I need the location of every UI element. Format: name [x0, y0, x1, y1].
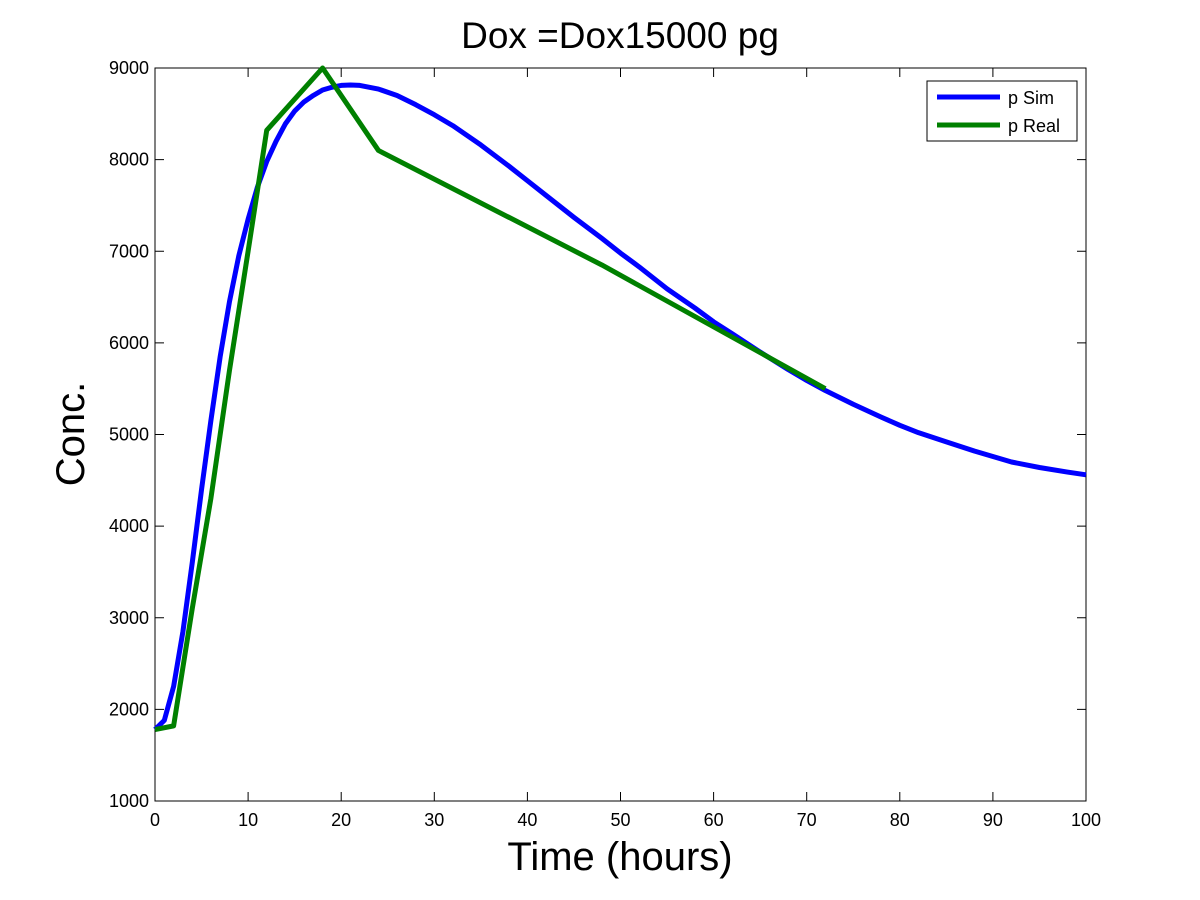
legend-box: [926, 80, 1078, 142]
y-axis-label: Conc.: [49, 382, 93, 487]
x-tick-label: 20: [331, 810, 351, 830]
y-tick-label: 3000: [109, 608, 149, 628]
x-tick-label: 30: [424, 810, 444, 830]
x-tick-label: 0: [150, 810, 160, 830]
y-tick-label: 8000: [109, 150, 149, 170]
y-tick-label: 9000: [109, 58, 149, 78]
x-axis-ticks: 0 10 20 30 40 50 60 70 80 90 100: [150, 68, 1101, 830]
x-tick-label: 80: [890, 810, 910, 830]
y-tick-label: 6000: [109, 333, 149, 353]
legend: p Sim p Real: [926, 80, 1078, 142]
plot-frame: [154, 67, 1087, 802]
series-line-p-real: [154, 65, 827, 732]
x-axis-label: Time (hours): [507, 835, 732, 879]
legend-label-p-real: p Real: [1008, 116, 1060, 136]
y-tick-label: 1000: [109, 791, 149, 811]
x-tick-label: 90: [983, 810, 1003, 830]
x-tick-label: 40: [517, 810, 537, 830]
y-tick-label: 4000: [109, 516, 149, 536]
y-tick-label: 7000: [109, 241, 149, 261]
plot-area: 0 10 20 30 40 50 60 70 80 90 100 1000 2000 3000 4000 5…: [109, 58, 1101, 830]
y-axis-ticks: 1000 2000 3000 4000 5000 6000 7000 8000 9000: [109, 58, 1086, 811]
x-tick-label: 70: [797, 810, 817, 830]
chart-title: Dox =Dox15000 pg: [461, 15, 779, 56]
series-layer: [153, 65, 1087, 732]
legend-label-p-sim: p Sim: [1008, 88, 1054, 108]
series-line-p-sim: [153, 82, 1087, 732]
y-tick-label: 2000: [109, 699, 149, 719]
x-tick-label: 50: [610, 810, 630, 830]
x-tick-label: 100: [1071, 810, 1101, 830]
x-tick-label: 60: [704, 810, 724, 830]
y-tick-label: 5000: [109, 425, 149, 445]
x-tick-label: 10: [238, 810, 258, 830]
